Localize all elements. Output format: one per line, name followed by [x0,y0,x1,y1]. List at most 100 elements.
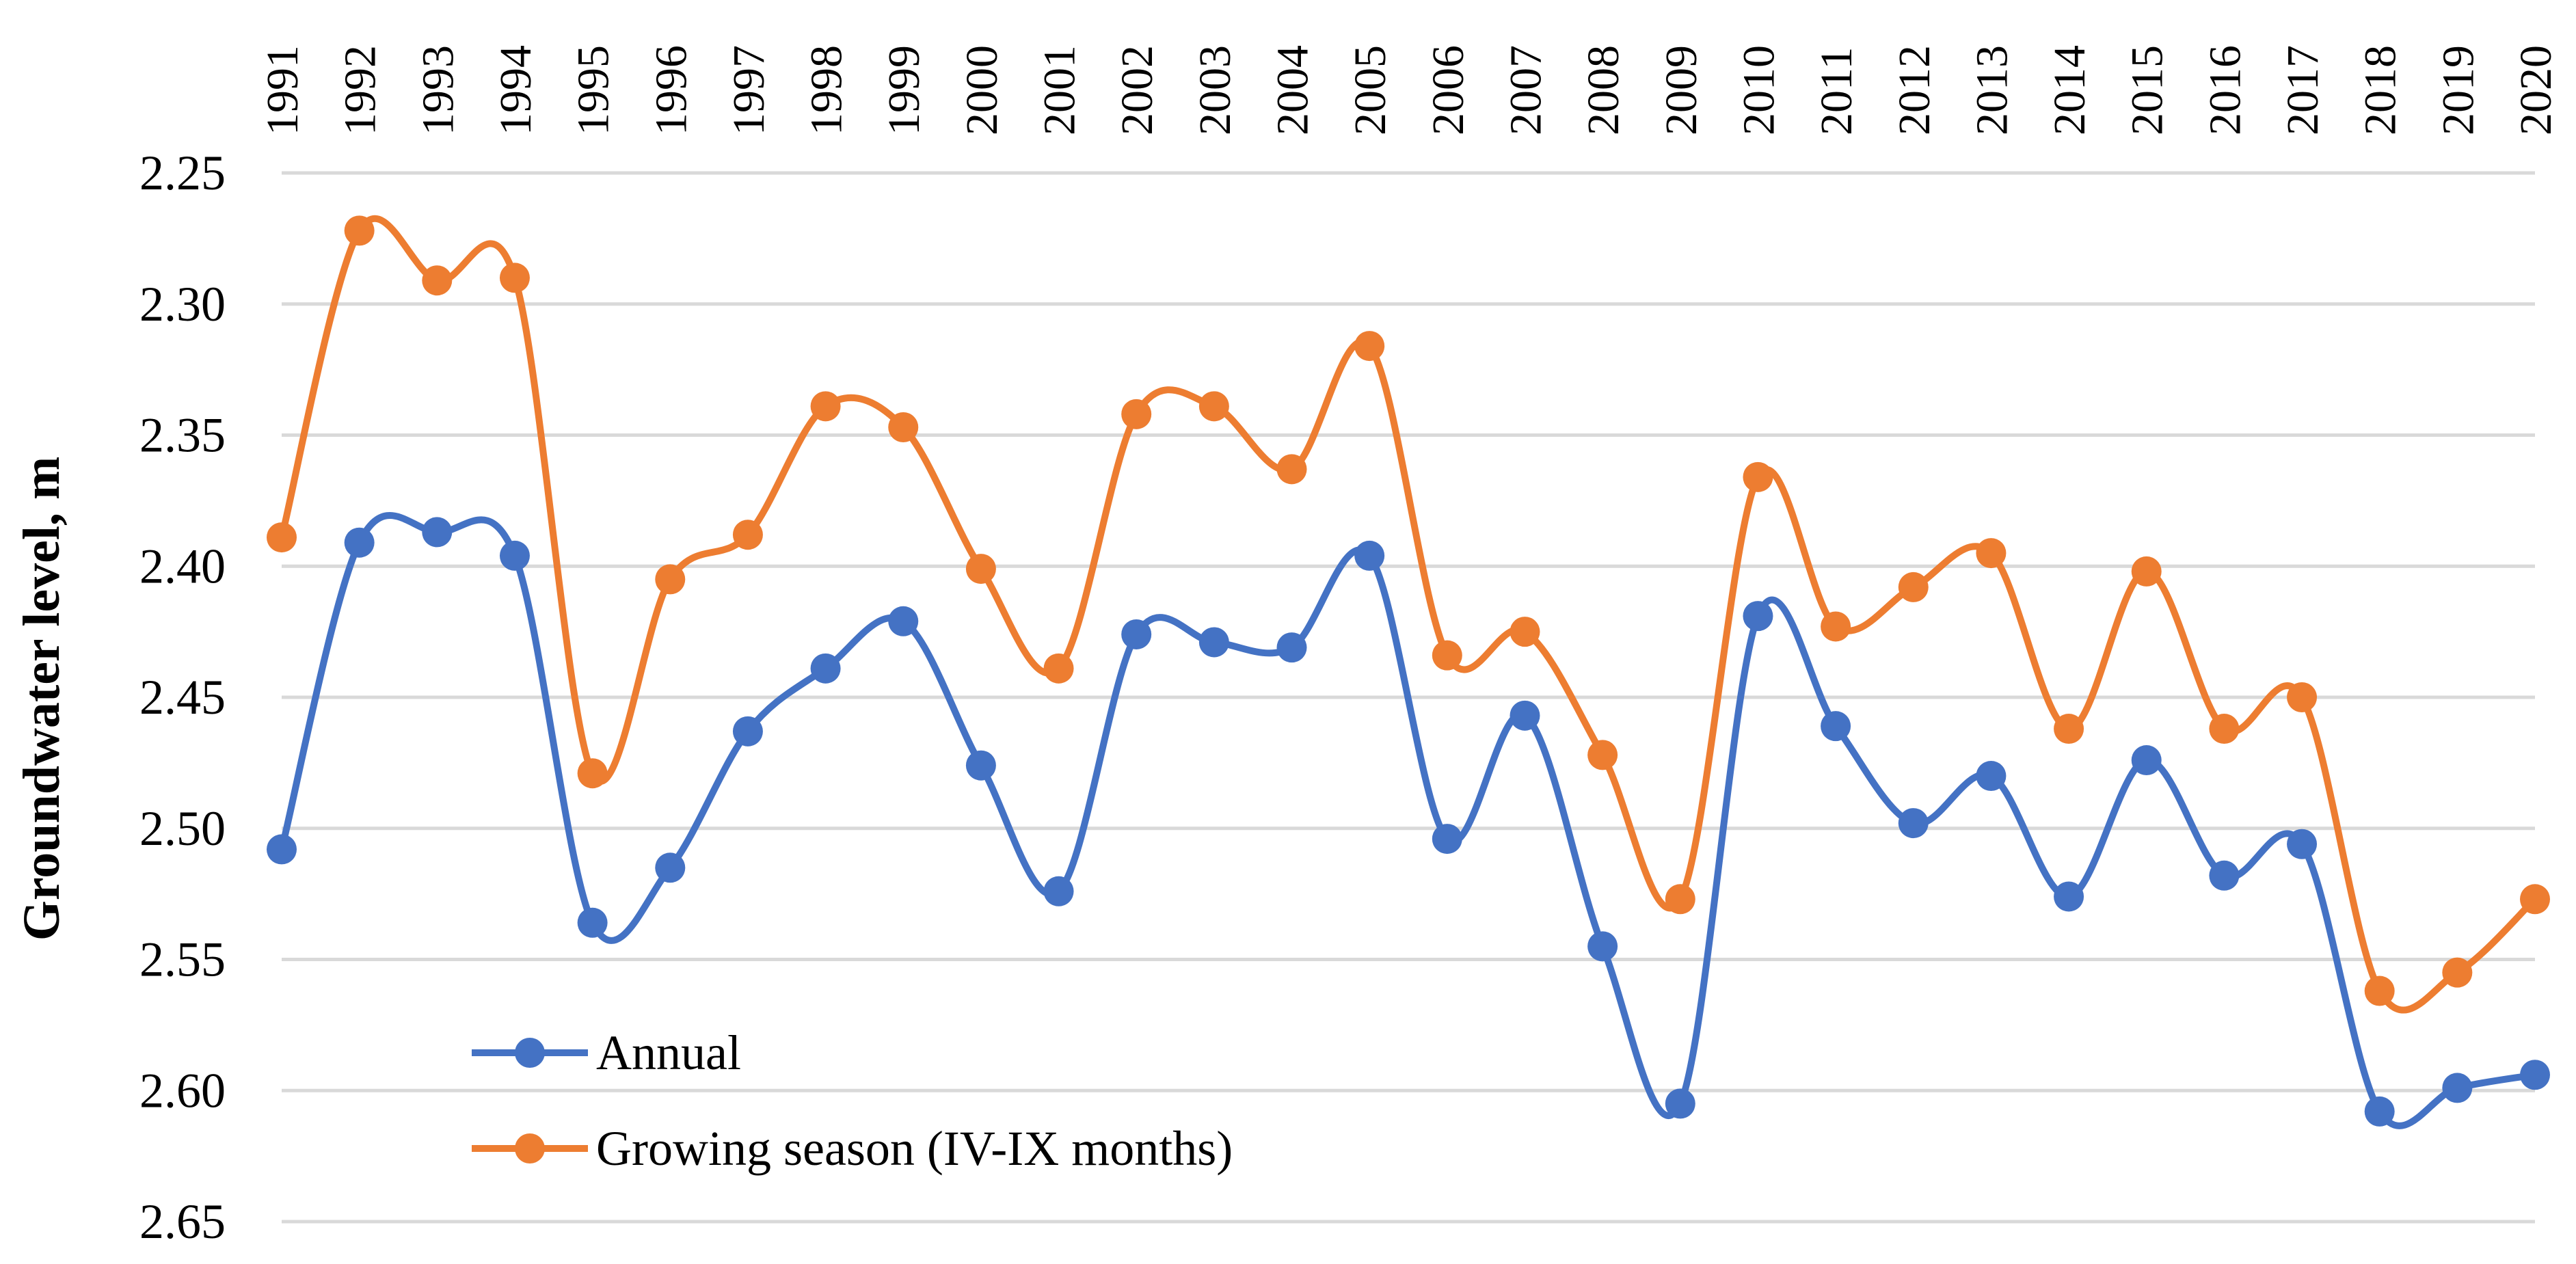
data-point [1743,601,1773,632]
x-tick-label: 1994 [491,45,541,135]
legend-item: Growing season (IV-IX months) [472,1121,1233,1176]
x-tick-label: 1993 [413,45,463,135]
data-point [732,716,763,747]
x-tick-label: 2003 [1190,45,1240,135]
data-point [1198,391,1229,422]
data-point [422,517,453,548]
data-point [2287,682,2318,712]
data-point [1432,824,1462,855]
y-tick-label: 2.40 [139,539,226,593]
x-tick-label: 2004 [1268,45,1318,135]
legend-marker [515,1038,545,1068]
x-tick-label: 2012 [1890,45,1940,135]
data-point [344,215,375,246]
x-tick-label: 2014 [2045,45,2095,135]
y-tick-label: 2.25 [139,146,226,200]
x-tick-label: 1996 [646,45,696,135]
y-axis-title: Groundwater level, m [13,457,70,941]
data-point [1743,461,1773,492]
x-tick-label: 2000 [957,45,1007,135]
data-point [344,527,375,558]
x-tick-label: 1998 [802,45,852,135]
data-point [1821,611,1851,642]
x-tick-label: 2011 [1812,46,1862,135]
data-point [810,391,841,422]
data-point [1121,399,1152,429]
legend-item: Annual [472,1025,741,1080]
data-point [1587,931,1618,962]
data-point [1587,740,1618,770]
x-tick-label: 2001 [1035,45,1085,135]
legend: Annual Growing season (IV-IX months) [472,1025,1233,1176]
x-tick-label: 1995 [569,45,619,135]
x-tick-label: 2015 [2123,45,2173,135]
data-point [2520,1060,2550,1090]
y-tick-label: 2.50 [139,801,226,856]
data-point [1198,627,1229,658]
data-point [2442,1073,2473,1103]
x-tick-label: 2016 [2200,45,2250,135]
data-point [1121,619,1152,649]
y-tick-labels: 2.25 2.30 2.35 2.40 2.45 2.50 2.55 2.60 2.65 [139,146,226,1249]
x-tick-label: 2002 [1112,45,1162,135]
x-tick-label: 2019 [2433,45,2483,135]
data-point [422,265,453,296]
data-point [888,412,919,442]
x-tick-label: 2010 [1734,45,1784,135]
series-line [278,215,2538,1014]
data-point [1276,632,1307,663]
data-point [965,554,996,584]
data-point [2054,714,2084,744]
series-growing-season-iv-ix-months [267,215,2550,1014]
x-tick-label: 2007 [1501,45,1551,135]
legend-label: Annual [596,1025,741,1080]
series-line [278,512,2538,1129]
data-point [1043,653,1074,684]
y-tick-label: 2.60 [139,1063,226,1118]
x-tick-labels: 1991 1992 1993 1994 1995 1996 1997 1998 1999 2000… [258,45,2561,135]
data-point [655,564,686,595]
data-point [1665,884,1695,915]
data-point [1354,331,1385,362]
data-point [965,750,996,781]
data-point [1976,538,2007,569]
data-point [267,522,297,553]
legend-label: Growing season (IV-IX months) [596,1121,1233,1176]
series-layer [267,215,2550,1129]
y-tick-label: 2.45 [139,670,226,725]
x-tick-label: 2008 [1579,45,1628,135]
x-tick-label: 1992 [336,45,386,135]
y-tick-label: 2.35 [139,408,226,463]
data-point [499,263,530,293]
data-point [810,653,841,684]
y-tick-label: 2.65 [139,1194,226,1249]
data-point [1898,572,1929,602]
data-point [1665,1088,1695,1119]
data-point [1510,617,1540,647]
y-tick-label: 2.30 [139,277,226,332]
data-point [2054,881,2084,912]
data-point [577,907,608,938]
data-point [1821,711,1851,742]
data-point [1432,640,1462,671]
x-tick-label: 2017 [2278,45,2328,135]
data-point [1276,454,1307,485]
data-point [1898,808,1929,839]
data-point [2442,957,2473,988]
data-point [655,852,686,883]
data-point [1976,761,2007,792]
data-point [2131,745,2162,776]
y-tick-label: 2.55 [139,932,226,987]
x-tick-label: 2009 [1656,45,1706,135]
data-point [1354,540,1385,571]
x-tick-label: 2013 [1967,45,2017,135]
data-point [499,540,530,571]
data-point [2364,1096,2395,1127]
x-tick-label: 2006 [1423,45,1473,135]
data-point [267,834,297,865]
data-point [2520,884,2550,915]
data-point [888,606,919,636]
data-point [577,758,608,789]
